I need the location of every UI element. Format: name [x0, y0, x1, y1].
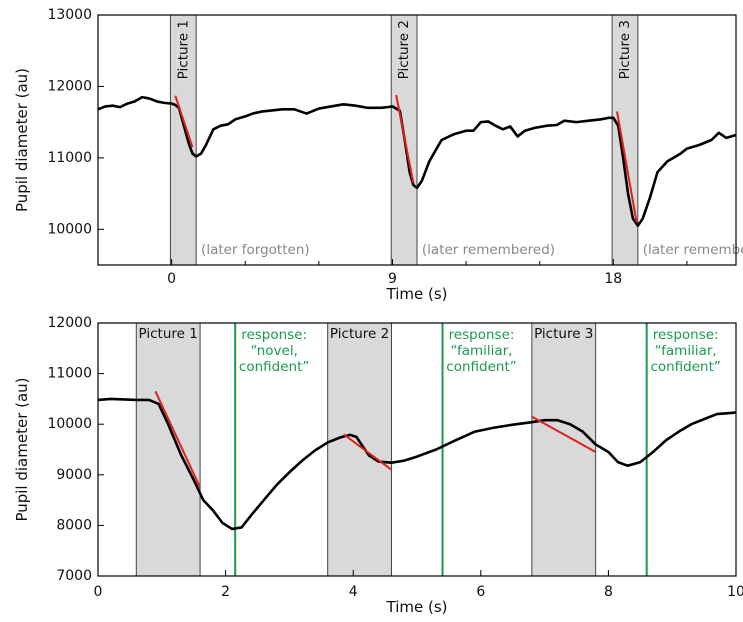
slope-segment	[174, 95, 194, 148]
response-label: response:	[241, 327, 307, 343]
x-tick-label: 4	[349, 584, 358, 600]
slope-segment	[343, 433, 393, 471]
memory-annotation: (later forgotten)	[201, 242, 310, 258]
y-tick-label: 10000	[47, 416, 92, 432]
band-label: Picture 3	[534, 326, 593, 342]
slope-segment	[154, 390, 201, 488]
response-label: response:	[653, 327, 719, 343]
band-label: Picture 1	[175, 20, 191, 79]
response-label: response:	[449, 327, 515, 343]
y-tick-label: 12000	[47, 315, 92, 331]
memory-annotation: (later remembered)	[643, 242, 743, 258]
picture-band	[531, 322, 597, 577]
x-tick-label: 9	[388, 271, 397, 287]
band-label: Picture 3	[617, 20, 633, 79]
y-tick-label: 8000	[56, 517, 92, 533]
x-tick-label: 10	[727, 584, 743, 600]
y-tick-label: 11000	[47, 366, 92, 382]
plot-frame	[97, 322, 737, 577]
x-tick-label: 0	[94, 584, 103, 600]
response-label: “familiar,	[450, 343, 512, 359]
response-label: confident”	[650, 359, 720, 375]
response-label: “familiar,	[655, 343, 717, 359]
y-tick-label: 11000	[47, 150, 92, 166]
picture-band	[169, 14, 197, 266]
slope-segment	[531, 415, 597, 453]
x-tick-label: 0	[167, 271, 176, 287]
x-axis-title: Time (s)	[386, 598, 448, 616]
response-label: confident”	[446, 359, 516, 375]
y-tick-label: 13000	[47, 7, 92, 23]
y-tick-label: 9000	[56, 467, 92, 483]
x-tick-label: 18	[604, 271, 622, 287]
band-label: Picture 1	[139, 326, 198, 342]
x-tick-label: 6	[476, 584, 485, 600]
slope-segment	[616, 111, 638, 223]
x-tick-label: 8	[604, 584, 613, 600]
band-label: Picture 2	[396, 20, 412, 79]
x-axis-title: Time (s)	[386, 285, 448, 303]
plot-frame	[97, 14, 737, 266]
y-tick-label: 12000	[47, 78, 92, 94]
pupil-trace	[98, 95, 736, 228]
response-label: confident”	[239, 359, 309, 375]
picture-band	[327, 322, 392, 577]
x-tick-label: 2	[221, 584, 230, 600]
band-label: Picture 2	[330, 326, 389, 342]
y-axis-title: Pupil diameter (au)	[13, 377, 31, 521]
memory-annotation: (later remembered)	[422, 242, 555, 258]
pupil-trace	[98, 397, 736, 531]
response-label: “novel,	[250, 343, 297, 359]
picture-band	[135, 322, 201, 577]
y-tick-label: 10000	[47, 221, 92, 237]
y-tick-label: 7000	[56, 568, 92, 584]
y-axis-title: Pupil diameter (au)	[13, 68, 31, 212]
slope-segment	[395, 94, 415, 184]
